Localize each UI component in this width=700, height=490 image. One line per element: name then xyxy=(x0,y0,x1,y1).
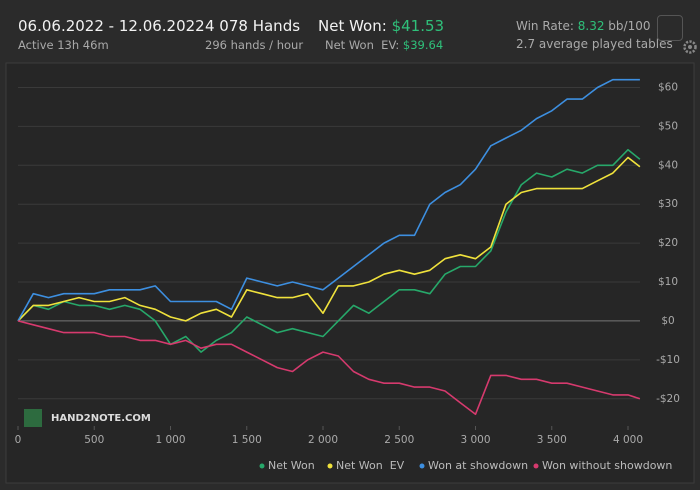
legend-label: Won at showdown xyxy=(428,459,528,472)
x-tick-label: 2 500 xyxy=(384,434,414,446)
net-won-label: Net Won: xyxy=(318,17,387,35)
legend-label: Won without showdown xyxy=(542,459,672,472)
net-won-ev-value: $39.64 xyxy=(402,38,444,52)
legend-marker xyxy=(533,463,539,469)
y-tick-label: $40 xyxy=(658,159,678,171)
settings-button[interactable] xyxy=(657,15,698,54)
series-line xyxy=(17,78,640,322)
axes: -$20 -$10 $0 $10 $20 $30 $40 $50 $60 0 500 1 000 1 5… xyxy=(15,81,680,446)
x-tick-label: 500 xyxy=(84,434,104,446)
win-rate: Win Rate: 8.32 bb/100 xyxy=(516,19,650,33)
win-rate-label: Win Rate: xyxy=(516,19,574,33)
active-time: Active 13h 46m xyxy=(18,38,109,52)
series-line xyxy=(17,156,641,322)
y-tick-label: $30 xyxy=(658,198,678,210)
x-tick-label: 2 000 xyxy=(308,434,338,446)
y-tick-label: $10 xyxy=(658,276,678,288)
hands: 4 078 Hands xyxy=(205,17,301,35)
legend-label: Net Won xyxy=(268,459,315,472)
y-tick-label: $20 xyxy=(658,237,678,249)
x-tick-label: 3 000 xyxy=(460,434,490,446)
legend-marker xyxy=(327,463,333,469)
net-won-ev-label: Net Won EV: xyxy=(325,38,400,52)
y-tick-label: $0 xyxy=(661,315,674,327)
x-tick-label: 1 000 xyxy=(155,434,185,446)
chart-panel xyxy=(5,62,695,484)
net-won: Net Won: $41.53 xyxy=(318,17,444,35)
logo-text: HAND2NOTE.COM xyxy=(51,413,151,424)
x-tick-label: 3 500 xyxy=(537,434,567,446)
y-tick-label: $60 xyxy=(658,81,678,93)
legend-label: Net Won EV xyxy=(336,459,405,472)
y-tick-label: $50 xyxy=(658,120,678,132)
net-won-value: $41.53 xyxy=(391,17,445,35)
tables: 2.7 average played tables xyxy=(516,37,673,51)
gear-icon xyxy=(683,40,698,54)
logo-icon xyxy=(24,409,42,427)
legend-marker xyxy=(259,463,265,469)
win-rate-value: 8.32 xyxy=(577,19,605,33)
series-line xyxy=(17,320,641,416)
logo: HAND2NOTE.COM xyxy=(24,409,151,427)
x-tick-label: 0 xyxy=(15,434,22,446)
hands-per-hour: 296 hands / hour xyxy=(205,38,304,52)
x-tick-label: 4 000 xyxy=(613,434,643,446)
y-tick-label: -$20 xyxy=(656,393,680,405)
net-won-ev: Net Won EV: $39.64 xyxy=(325,38,443,52)
x-tick-label: 1 500 xyxy=(232,434,262,446)
date-range: 06.06.2022 - 12.06.2022 xyxy=(18,17,205,35)
win-rate-unit: bb/100 xyxy=(608,19,651,33)
series-line xyxy=(17,148,641,353)
legend-marker xyxy=(419,463,425,469)
y-tick-label: -$10 xyxy=(656,354,680,366)
